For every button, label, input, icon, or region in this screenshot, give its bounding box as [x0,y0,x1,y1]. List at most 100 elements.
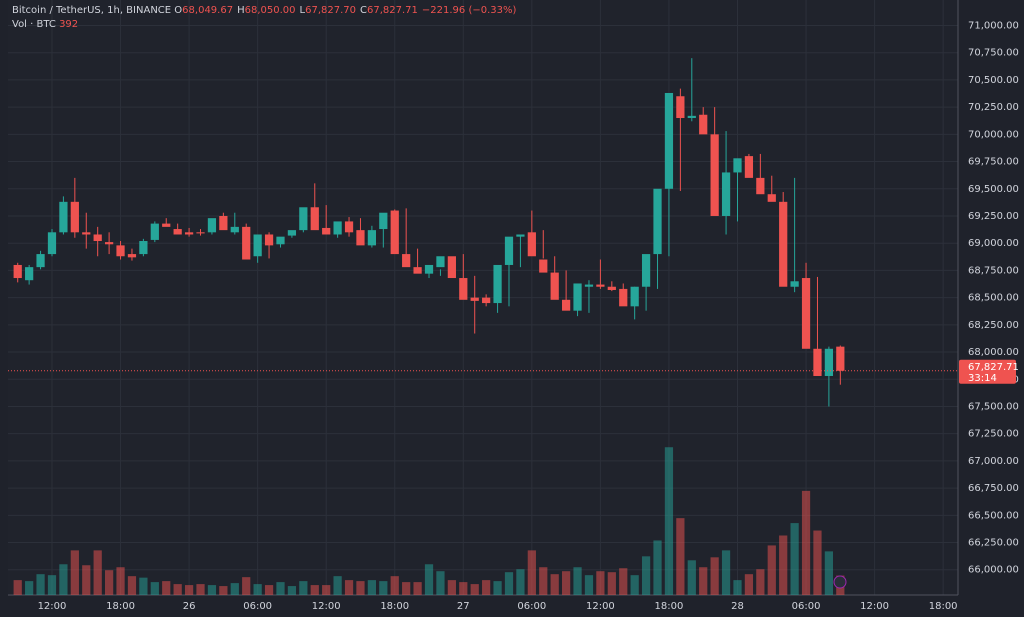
y-tick-label: 69,000.00 [968,238,1019,249]
volume-bar [733,580,742,595]
volume-bar [459,582,468,595]
volume-bar [264,585,274,595]
candle-body [25,267,34,281]
volume-bar [82,565,91,595]
candle-body [710,134,719,216]
candle-body [82,232,91,235]
volume-bar [402,582,411,595]
y-tick-label: 71,000.00 [968,20,1019,31]
volume-bar [116,567,125,595]
candle-body [801,278,811,349]
field-label: H [237,5,245,16]
volume-bar [219,586,228,595]
candle-body [139,241,148,255]
volume-bar [333,576,342,595]
y-tick-label: 67,000.00 [968,456,1019,467]
candle-body [482,297,491,304]
volume-bar [493,581,502,595]
candle-body [459,278,468,300]
volume-bar [287,586,297,595]
volume-bar [127,576,137,595]
candle-body [584,284,594,287]
candle-body [104,242,114,245]
x-tick-label: 26 [183,601,196,612]
x-tick-label: 06:00 [792,601,821,612]
volume-bar [630,575,639,595]
y-tick-label: 67,250.00 [968,429,1019,440]
candle-body [264,234,274,246]
candle-body [36,254,45,268]
volume-bar [184,585,194,595]
candle-body [653,188,662,255]
x-tick-label: 27 [457,601,470,612]
field-label: L [299,5,306,16]
volume-bar [801,490,811,595]
y-tick-label: 69,500.00 [968,184,1019,195]
volume-bar [756,569,765,595]
candle-body [539,259,548,273]
volume-bar [619,568,628,595]
volume-bar [13,580,22,595]
candle-body [676,96,685,119]
candle-body [779,201,788,287]
volume-bar [562,571,571,595]
y-tick-label: 70,500.00 [968,75,1019,86]
candle-body [413,267,422,274]
candle-body [641,254,651,287]
volume-bar [436,571,445,595]
volume-bar [504,572,514,595]
volume-bar [379,581,388,595]
x-tick-label: 06:00 [243,601,272,612]
volume-bar [527,550,536,595]
field-value: 67,827.70 [305,5,356,16]
volume-value: 392 [59,19,79,30]
candle-body [299,207,308,231]
volume-bar [596,571,605,595]
candle-body [13,264,22,279]
volume-bar [242,577,251,595]
candle-body [219,215,228,231]
candle-body [813,348,822,376]
volume-bar [447,580,456,595]
volume-bar [59,564,68,595]
volume-bar [162,581,171,595]
y-tick-label: 66,250.00 [968,538,1019,549]
volume-bar [367,580,377,595]
symbol: Bitcoin / TetherUS, 1h, BINANCE [12,5,172,16]
y-tick-label: 66,000.00 [968,565,1019,576]
volume-bar [70,550,79,595]
candle-body [733,158,742,173]
x-tick-label: 12:00 [586,601,615,612]
volume-bar [310,585,319,595]
x-tick-label: 12:00 [312,601,341,612]
y-tick-label: 68,250.00 [968,320,1019,331]
volume-bar [424,564,434,595]
field-label: O [174,5,183,16]
volume-bar [516,569,525,595]
volume-bar [687,560,696,595]
volume-bar [573,567,582,595]
candle-body [287,230,297,236]
x-tick-label: 18:00 [655,601,684,612]
candle-body [493,264,502,304]
y-tick-label: 69,250.00 [968,211,1019,222]
volume-bar [653,540,662,595]
candle-body [379,212,388,230]
field-label: C [360,5,367,16]
y-tick-label: 68,750.00 [968,265,1019,276]
candle-body [836,346,845,371]
candle-body [322,227,331,235]
volume-bar [607,572,616,595]
candle-body [424,264,434,274]
x-tick-label: 18:00 [929,601,958,612]
candle-body [824,348,834,376]
ohlc-fields: O68,049.67 H68,050.00 L67,827.70 C67,827.71 [174,5,422,16]
y-tick-label: 70,750.00 [968,48,1019,59]
x-tick-label: 06:00 [517,601,546,612]
candle-body [150,223,159,240]
candle-body [619,288,628,307]
volume-bar [253,584,262,595]
legend: Bitcoin / TetherUS, 1h, BINANCE O68,049.… [12,4,520,32]
candle-body [790,281,799,287]
